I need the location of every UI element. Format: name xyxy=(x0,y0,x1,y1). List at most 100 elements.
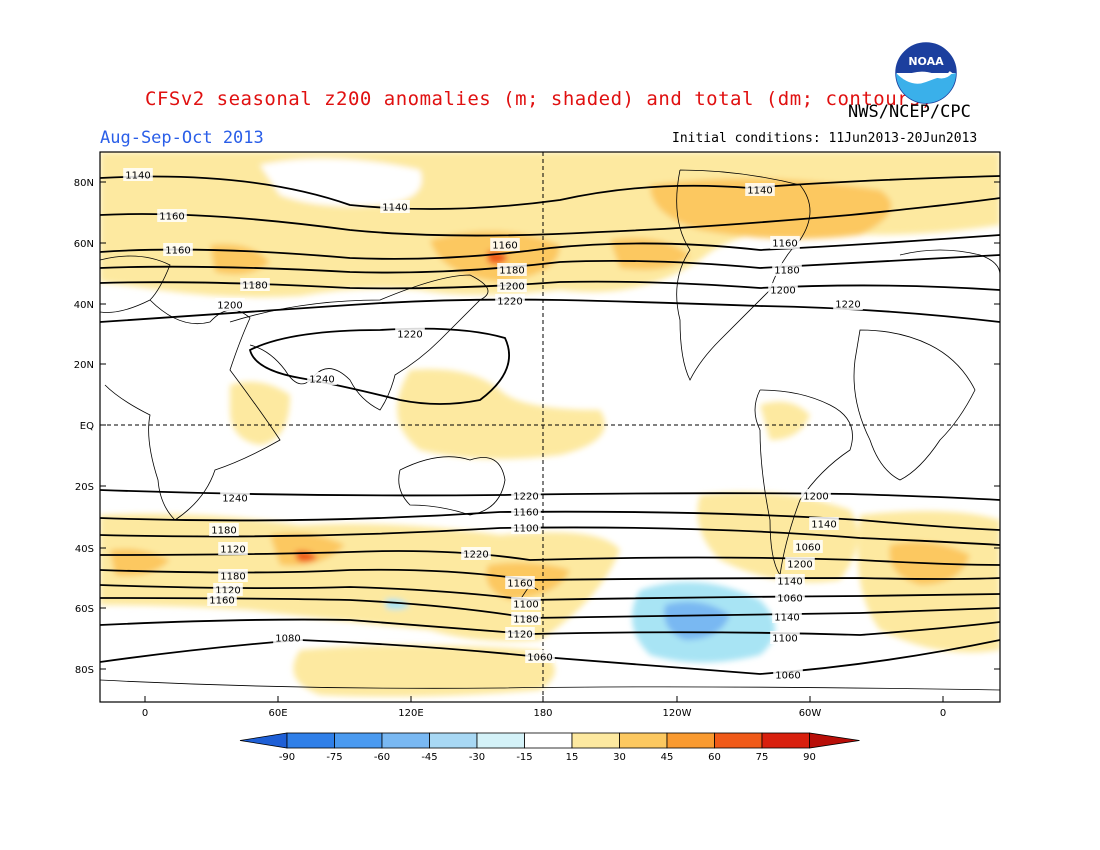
colorbar-label: -30 xyxy=(469,752,485,763)
contour-label-bg xyxy=(511,505,541,518)
colorbar-label: -90 xyxy=(279,752,295,763)
contour-label: 1180 xyxy=(499,266,524,277)
contour-label-bg xyxy=(775,574,805,587)
contour-label-bg xyxy=(833,297,863,310)
colorbar-segment xyxy=(334,732,383,749)
contour-label-bg xyxy=(273,631,303,644)
contour-label-bg xyxy=(497,263,527,276)
lat-tick-label: 60S xyxy=(75,604,94,615)
contour-label: 1160 xyxy=(159,212,184,223)
initial-conditions-label: Initial conditions: 11Jun2013-20Jun2013 xyxy=(672,131,978,146)
contour-label-bg xyxy=(495,294,525,307)
contour-label-bg xyxy=(772,263,802,276)
contour-label-bg xyxy=(213,583,243,596)
lon-tick-label: 120W xyxy=(663,708,692,719)
contour-label: 1160 xyxy=(492,241,517,252)
contour-label: 1060 xyxy=(795,543,820,554)
colorbar-segment xyxy=(429,732,478,749)
contour-label: 1120 xyxy=(215,586,240,597)
colorbar-arrow-right xyxy=(809,732,860,749)
contour-label: 1240 xyxy=(222,494,247,505)
colorbar-label: 75 xyxy=(756,752,769,763)
contour-label-bg xyxy=(215,298,245,311)
lat-tick-label: 20N xyxy=(74,360,94,371)
lon-tick-label: 0 xyxy=(940,708,946,719)
contour-label-bg xyxy=(497,279,527,292)
contour-label: 1220 xyxy=(397,330,422,341)
contour-label-bg xyxy=(809,517,839,530)
contour-label: 1160 xyxy=(772,239,797,250)
contour-label-bg xyxy=(505,627,535,640)
contour-label-bg xyxy=(461,547,491,560)
contour-label-bg xyxy=(505,576,535,589)
lat-tick-label: 80S xyxy=(75,665,94,676)
colorbar-segment xyxy=(666,732,715,749)
longitude-axis: 0 60E 120E 180 120W 60W 0 xyxy=(142,696,946,719)
contour-label: 1200 xyxy=(787,560,812,571)
forecast-period: Aug-Sep-Oct 2013 xyxy=(100,128,264,148)
contour-label: 1160 xyxy=(513,508,538,519)
contour-label: 1060 xyxy=(777,594,802,605)
colorbar-label: -60 xyxy=(374,752,390,763)
noaa-logo: NOAA xyxy=(895,42,957,104)
contour-label-bg xyxy=(380,200,410,213)
contour-label: 1100 xyxy=(513,600,538,611)
contour-label: 1160 xyxy=(165,246,190,257)
contour-label: 1140 xyxy=(382,203,407,214)
contour-label-bg xyxy=(209,523,239,536)
contour-label-bg xyxy=(511,612,541,625)
lon-tick-label: 180 xyxy=(533,708,552,719)
contour-label: 1220 xyxy=(513,492,538,503)
contour-label: 1200 xyxy=(499,282,524,293)
lon-tick-label: 60E xyxy=(268,708,287,719)
colorbar-label: 60 xyxy=(708,752,721,763)
colorbar-arrow-left xyxy=(239,732,288,749)
colorbar-label: 15 xyxy=(566,752,579,763)
contour-label: 1200 xyxy=(770,286,795,297)
contour-label-bg xyxy=(525,650,555,663)
svg-text:NOAA: NOAA xyxy=(908,55,944,68)
contour-labels: 1140 1140 1140 1160 1160 1160 1160 1180 1180 1180… xyxy=(123,168,863,682)
contour-label-bg xyxy=(220,491,250,504)
contour-label: 1180 xyxy=(513,615,538,626)
contour-label-bg xyxy=(801,489,831,502)
contour-label: 1180 xyxy=(211,526,236,537)
contour-label-bg xyxy=(785,557,815,570)
contour-label-bg xyxy=(240,278,270,291)
contour-label: 1060 xyxy=(527,653,552,664)
contour-label: 1180 xyxy=(774,266,799,277)
colorbar-label: -15 xyxy=(516,752,532,763)
contour-label: 1120 xyxy=(220,545,245,556)
agency-label: NWS/NCEP/CPC xyxy=(848,102,971,122)
contour-label: 1120 xyxy=(507,630,532,641)
colorbar-label: -45 xyxy=(421,752,437,763)
contour-label-bg xyxy=(768,283,798,296)
map-frame xyxy=(99,151,1001,703)
colorbar-segment xyxy=(571,732,620,749)
contour-label-bg xyxy=(511,489,541,502)
contour-label: 1160 xyxy=(209,596,234,607)
map-area: 1140 1140 1140 1160 1160 1160 1160 1180 1180 1180… xyxy=(100,152,1000,702)
contour-label: 1200 xyxy=(803,492,828,503)
contour-label-bg xyxy=(793,540,823,553)
contour-label: 1200 xyxy=(217,301,242,312)
colorbar-segment xyxy=(619,732,668,749)
contour-label-bg xyxy=(511,597,541,610)
lon-tick-label: 0 xyxy=(142,708,148,719)
contour-label: 1180 xyxy=(220,572,245,583)
colorbar-segment xyxy=(524,732,573,749)
contour-label: 1220 xyxy=(463,550,488,561)
contour-label-bg xyxy=(395,327,425,340)
lat-tick-label: EQ xyxy=(80,421,94,432)
contour-label-bg xyxy=(772,610,802,623)
contour-label-bg xyxy=(163,243,193,256)
contour-label: 1240 xyxy=(309,375,334,386)
colorbar-segment xyxy=(714,732,763,749)
contour-label-bg xyxy=(511,521,541,534)
colorbar-segment xyxy=(476,732,525,749)
lon-tick-label: 60W xyxy=(799,708,822,719)
contour-label-bg xyxy=(490,238,520,251)
colorbar-label: 30 xyxy=(613,752,626,763)
colorbar-label: 45 xyxy=(661,752,674,763)
